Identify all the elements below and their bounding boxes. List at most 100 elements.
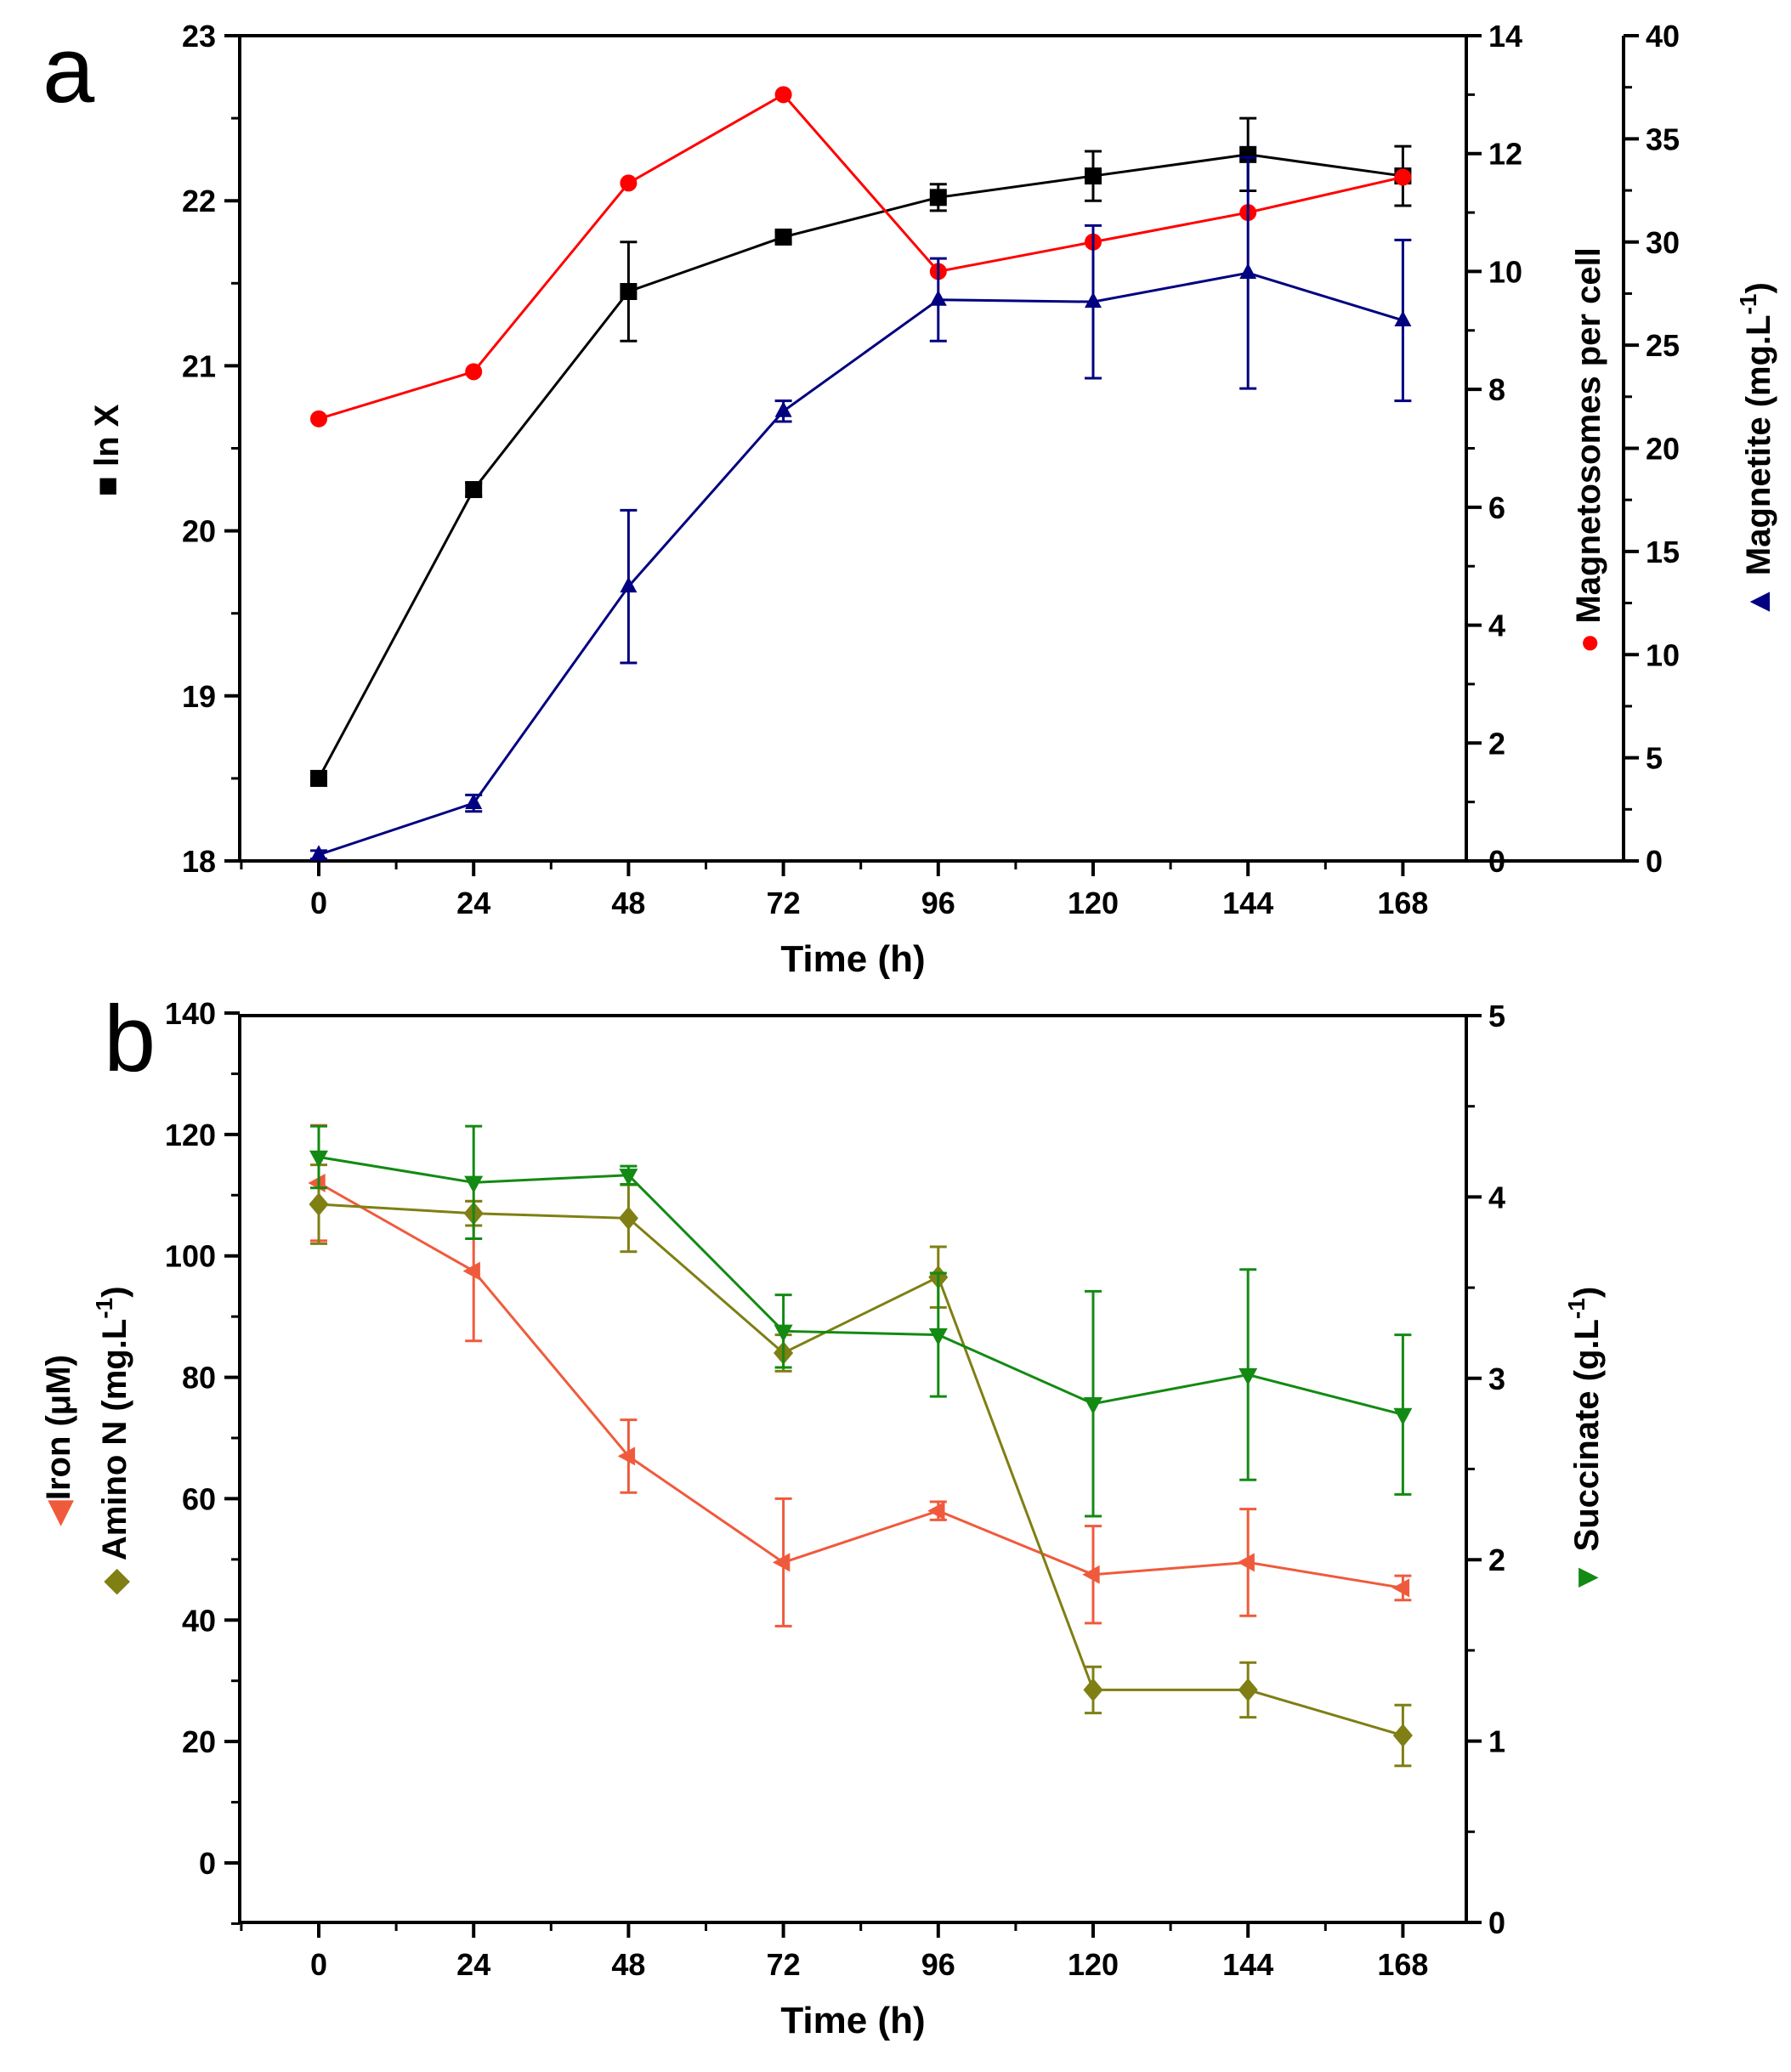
data-point — [1391, 1578, 1410, 1598]
magnetite-tick-label: 20 — [1646, 432, 1680, 467]
magnetite-tick-label: 35 — [1646, 122, 1680, 156]
amino-axis-close: ) — [96, 1286, 133, 1297]
data-point — [462, 1261, 480, 1281]
x-axis-title: Time (h) — [780, 2000, 925, 2041]
magnetite-axis-close: ) — [1740, 282, 1777, 293]
data-point — [774, 228, 792, 246]
right-tick-label: 10 — [1488, 254, 1522, 289]
right-tick-label: 0 — [1488, 1905, 1505, 1940]
iron-axis-title: ◀Iron (μM) — [40, 1355, 77, 1526]
x-tick-label: 96 — [921, 886, 955, 920]
data-point — [772, 1553, 791, 1572]
data-point — [774, 1324, 793, 1342]
x-tick-label: 120 — [1068, 1947, 1119, 1982]
left-tick-label: 21 — [182, 348, 216, 383]
data-point — [929, 189, 947, 207]
series-line — [318, 1155, 1403, 1416]
data-point — [309, 1192, 329, 1216]
data-point — [618, 1206, 638, 1231]
x-tick-label: 0 — [310, 886, 327, 920]
x-tick-label: 120 — [1068, 886, 1119, 920]
left-axis-title: ■ ln X — [88, 404, 126, 496]
data-point — [1238, 1678, 1258, 1702]
series-succinate — [309, 1124, 1413, 1518]
data-point — [1238, 1367, 1258, 1386]
right-tick-label: 5 — [1488, 999, 1505, 1033]
x-tick-label: 144 — [1222, 1947, 1273, 1982]
data-point — [1394, 168, 1412, 186]
series-line — [318, 93, 1403, 421]
data-point — [465, 793, 483, 810]
right-tick-label: 4 — [1488, 1180, 1505, 1214]
data-point — [310, 845, 327, 861]
data-point — [464, 1175, 484, 1193]
magnetite-axis-label: Magnetite (mg.L — [1740, 314, 1777, 575]
ln-x-legend-marker: ■ — [88, 476, 126, 496]
series-line — [318, 271, 1403, 857]
succinate-axis-title: ▼ Succinate (g.L-1) — [1563, 1287, 1606, 1594]
left-tick-label: 60 — [182, 1481, 216, 1516]
series-magnetosomes-per-cell — [310, 86, 1412, 427]
amino-axis-superscript: -1 — [91, 1298, 117, 1319]
x-tick-label: 24 — [456, 886, 490, 920]
x-tick-label: 144 — [1222, 886, 1273, 920]
left-tick-label: 18 — [182, 844, 216, 879]
data-point — [1394, 310, 1412, 326]
right-tick-label: 2 — [1488, 726, 1505, 761]
iron-axis-label: Iron ( — [40, 1415, 77, 1501]
series-ln-x — [310, 116, 1412, 787]
series-magnetite — [310, 156, 1412, 861]
x-axis-title: Time (h) — [780, 938, 925, 980]
data-point — [774, 86, 792, 104]
right-tick-label: 12 — [1488, 137, 1522, 172]
data-point — [310, 410, 327, 427]
data-point — [1083, 1678, 1103, 1702]
data-point — [928, 1328, 948, 1346]
right-tick-label: 3 — [1488, 1362, 1505, 1396]
data-point — [1082, 1565, 1100, 1584]
data-point — [1085, 292, 1102, 309]
data-point — [308, 1174, 326, 1192]
right-tick-label: 6 — [1488, 490, 1505, 525]
data-point — [465, 481, 483, 499]
succinate-axis-superscript: -1 — [1563, 1298, 1590, 1319]
magnetite-axis-title: ▲ Magnetite (mg.L-1) — [1735, 282, 1777, 619]
left-tick-label: 140 — [165, 996, 216, 1031]
right-tick-label: 14 — [1488, 19, 1522, 54]
series-line — [318, 1203, 1403, 1737]
left-tick-label: 22 — [182, 184, 216, 218]
data-point — [620, 576, 638, 593]
left-tick-label: 120 — [165, 1118, 216, 1152]
data-point — [1239, 145, 1257, 163]
left-tick-label: 100 — [165, 1239, 216, 1274]
magnetite-tick-label: 10 — [1646, 637, 1680, 672]
right-tick-label: 4 — [1488, 609, 1505, 643]
magnetite-tick-label: 30 — [1646, 225, 1680, 260]
x-tick-label: 96 — [921, 1947, 955, 1982]
data-point — [620, 283, 638, 301]
x-tick-label: 168 — [1377, 886, 1428, 920]
magnetite-tick-label: 40 — [1646, 19, 1680, 54]
left-tick-label: 23 — [182, 19, 216, 54]
left-tick-label: 80 — [182, 1361, 216, 1395]
magnetite-legend-marker: ▲ — [1740, 585, 1777, 619]
magnetite-axis-superscript: -1 — [1735, 294, 1761, 315]
right-tick-label: 1 — [1488, 1724, 1505, 1759]
magnetite-tick-label: 25 — [1646, 328, 1680, 363]
right-tick-label: 2 — [1488, 1543, 1505, 1577]
x-tick-label: 48 — [611, 1947, 645, 1982]
x-tick-label: 0 — [310, 1947, 327, 1982]
data-point — [1085, 167, 1102, 185]
x-tick-label: 72 — [767, 1947, 801, 1982]
left-axis-label: ln X — [88, 404, 126, 467]
iron-axis-mu: μ — [40, 1395, 77, 1415]
left-tick-label: 40 — [182, 1603, 216, 1638]
x-tick-label: 72 — [767, 886, 801, 920]
panel-b-letter: b — [104, 987, 156, 1091]
right-axis-label: Magnetosomes per cell — [1570, 247, 1607, 623]
amino-axis-label: Amino N (mg.L — [96, 1319, 133, 1560]
data-point — [310, 769, 327, 787]
left-tick-label: 20 — [182, 514, 216, 549]
